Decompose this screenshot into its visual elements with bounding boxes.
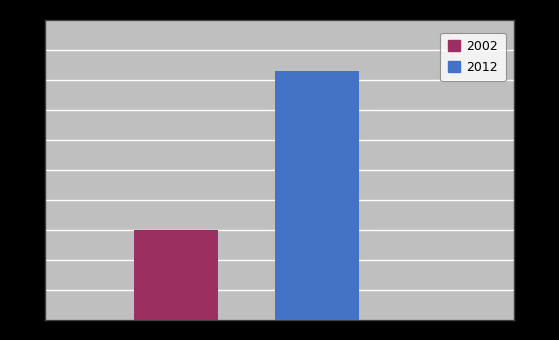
Bar: [275, 71, 359, 320]
Legend: 2002, 2012: 2002, 2012: [440, 33, 506, 81]
Bar: [134, 230, 219, 320]
